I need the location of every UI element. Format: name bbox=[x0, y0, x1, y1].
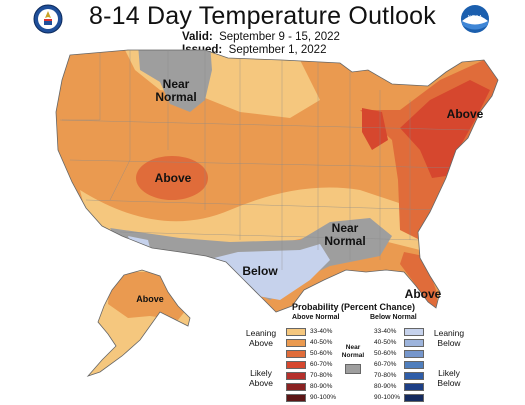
below-range-label-3: 60-70% bbox=[374, 361, 397, 368]
noaa-logo-icon: NOAA bbox=[461, 5, 489, 33]
svg-text:NOAA: NOAA bbox=[468, 15, 483, 21]
above-range-label-0: 33-40% bbox=[310, 328, 333, 335]
valid-date: September 9 - 15, 2022 bbox=[219, 31, 340, 43]
below-range-label-4: 70-80% bbox=[374, 372, 397, 379]
valid-label: Valid: bbox=[182, 31, 213, 43]
above-swatch-2 bbox=[286, 350, 306, 358]
legend-near-normal-swatch bbox=[345, 364, 361, 374]
below-swatch-1 bbox=[404, 339, 424, 347]
above-range-label-1: 40-50% bbox=[310, 339, 333, 346]
above-range-label-4: 70-80% bbox=[310, 372, 333, 379]
above-swatch-6 bbox=[286, 394, 306, 402]
below-swatch-0 bbox=[404, 328, 424, 336]
below-swatch-2 bbox=[404, 350, 424, 358]
alaska-regions bbox=[88, 270, 190, 376]
legend-leaning-below: Leaning Below bbox=[433, 328, 465, 348]
legend-title: Probability (Percent Chance) bbox=[292, 302, 416, 312]
region-above-33-40-south bbox=[80, 187, 420, 250]
label-above-florida: Above bbox=[405, 287, 442, 301]
region-near-normal-north bbox=[138, 50, 212, 112]
legend-near-normal-label: Near Normal bbox=[341, 344, 365, 359]
legend-above-header: Above Normal bbox=[292, 314, 340, 321]
label-near-normal-north-1: Near bbox=[163, 77, 190, 91]
legend-likely-above: Likely Above bbox=[248, 368, 274, 388]
region-below-33-40 bbox=[198, 244, 330, 300]
legend: Probability (Percent Chance) Above Norma… bbox=[240, 300, 525, 405]
legend-below-header: Below Normal bbox=[370, 314, 417, 321]
below-swatch-6 bbox=[404, 394, 424, 402]
label-near-normal-south-2: Normal bbox=[324, 234, 365, 248]
region-above-60-70-great-lakes bbox=[362, 108, 388, 150]
below-range-label-6: 90-100% bbox=[374, 394, 401, 401]
conus-outline bbox=[55, 49, 499, 313]
below-swatch-4 bbox=[404, 372, 424, 380]
commerce-seal-icon bbox=[33, 4, 63, 34]
above-swatch-5 bbox=[286, 383, 306, 391]
below-swatch-5 bbox=[404, 383, 424, 391]
below-range-label-5: 80-90% bbox=[374, 383, 397, 390]
below-range-label-0: 33-40% bbox=[374, 328, 397, 335]
label-below-south: Below bbox=[242, 264, 278, 278]
label-near-normal-north-2: Normal bbox=[155, 90, 196, 104]
region-above-50-60-florida bbox=[400, 252, 438, 310]
below-range-label-1: 40-50% bbox=[374, 339, 397, 346]
region-above-50-60-center bbox=[136, 156, 208, 200]
above-range-label-6: 90-100% bbox=[310, 394, 337, 401]
legend-likely-below: Likely Below bbox=[437, 368, 461, 388]
state-lines bbox=[59, 50, 471, 270]
above-range-label-3: 60-70% bbox=[310, 361, 333, 368]
above-swatch-3 bbox=[286, 361, 306, 369]
above-range-label-2: 50-60% bbox=[310, 350, 333, 357]
above-swatch-0 bbox=[286, 328, 306, 336]
legend-leaning-above: Leaning Above bbox=[245, 328, 277, 348]
alaska-outline bbox=[86, 269, 191, 377]
label-above-alaska: Above bbox=[136, 294, 164, 304]
below-range-label-2: 50-60% bbox=[374, 350, 397, 357]
above-swatch-1 bbox=[286, 339, 306, 347]
below-swatch-3 bbox=[404, 361, 424, 369]
label-near-normal-south-1: Near bbox=[332, 221, 359, 235]
label-above-center: Above bbox=[155, 171, 192, 185]
issued-date: September 1, 2022 bbox=[228, 44, 327, 56]
above-range-label-5: 80-90% bbox=[310, 383, 333, 390]
above-swatch-4 bbox=[286, 372, 306, 380]
map-title: 8-14 Day Temperature Outlook bbox=[89, 2, 436, 30]
label-above-northeast: Above bbox=[447, 107, 484, 121]
date-info: Valid: September 9 - 15, 2022 Issued: Se… bbox=[182, 31, 340, 57]
region-above-60-70-east bbox=[400, 80, 490, 178]
